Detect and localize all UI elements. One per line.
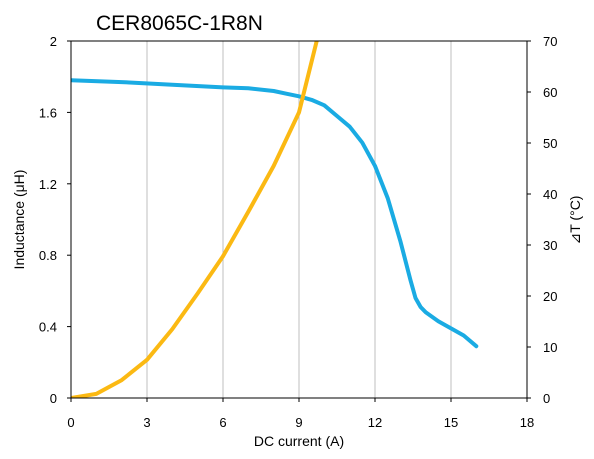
y2-tick-label: 0	[543, 391, 550, 406]
y2-tick-label: 40	[543, 187, 557, 202]
temperature-rise-line	[71, 41, 319, 398]
chart-title: CER8065C-1R8N	[96, 12, 263, 35]
x-tick-label: 6	[219, 415, 226, 430]
y-tick-label: 0.4	[39, 320, 57, 335]
inductance-line	[71, 78, 479, 349]
x-tick-label: 3	[143, 415, 150, 430]
y-axis-title: Inductance (μH)	[11, 170, 27, 270]
y-tick-label: 0	[50, 391, 57, 406]
y2-tick-label: 50	[543, 136, 557, 151]
y2-tick-label: 70	[543, 34, 557, 49]
y-tick-label: 1.6	[39, 105, 57, 120]
x-axis-title: DC current (A)	[254, 433, 344, 449]
y-tick-label: 2	[50, 34, 57, 49]
x-tick-label: 12	[368, 415, 382, 430]
y2-axis-title: ⊿T (°C)	[567, 196, 583, 245]
x-tick-label: 9	[295, 415, 302, 430]
y2-tick-label: 60	[543, 85, 557, 100]
x-tick-label: 18	[520, 415, 534, 430]
y-tick-label: 0.8	[39, 248, 57, 263]
y2-tick-label: 10	[543, 340, 557, 355]
series-layer	[71, 41, 479, 398]
y2-tick-label: 30	[543, 238, 557, 253]
y-tick-label: 1.2	[39, 177, 57, 192]
x-tick-label: 0	[67, 415, 74, 430]
y2-tick-label: 20	[543, 289, 557, 304]
grid-layer	[146, 41, 452, 398]
x-tick-label: 15	[444, 415, 458, 430]
